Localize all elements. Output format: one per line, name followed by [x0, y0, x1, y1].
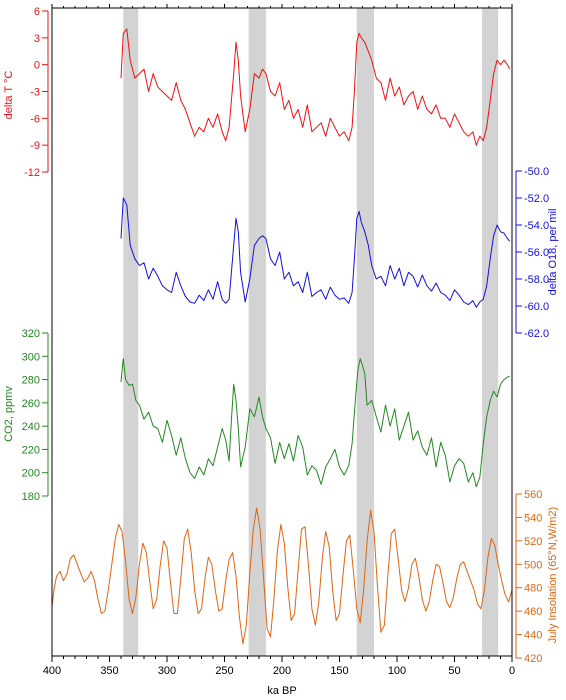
- x-tick-label-2: 300: [158, 665, 176, 677]
- y-tick-label-1-3: -56.0: [524, 247, 549, 259]
- y-tick-label-2-4: 240: [22, 421, 40, 433]
- y-tick-label-3-0: 560: [524, 489, 542, 501]
- x-tick-label-8: 0: [509, 665, 515, 677]
- series-line-1-0: [120, 197, 511, 308]
- y-tick-label-0-0: 6: [34, 6, 40, 18]
- y-tick-label-2-3: 260: [22, 398, 40, 410]
- series-line-2-0: [120, 358, 510, 488]
- y-tick-label-3-7: 420: [524, 653, 542, 665]
- x-tick-label-0: 400: [43, 665, 61, 677]
- y-tick-label-0-6: -12: [24, 167, 40, 179]
- axes-layer: 400 350 300 250 200 150 100 50 0630-3-6-9-12delt…: [3, 4, 559, 677]
- y-axis-label-2: CO2, ppmv: [3, 386, 15, 442]
- series-line-3-0: [51, 507, 513, 645]
- y-tick-label-0-2: 0: [34, 60, 40, 72]
- shaded-band-3: [482, 8, 499, 656]
- y-tick-label-1-6: -62.0: [524, 328, 549, 340]
- y-tick-label-3-4: 480: [524, 583, 542, 595]
- y-tick-label-1-0: -50.0: [524, 166, 549, 178]
- series-line-0-0: [120, 28, 511, 146]
- y-tick-label-1-2: -54.0: [524, 220, 549, 232]
- y-tick-label-2-0: 320: [22, 328, 40, 340]
- y-tick-label-2-6: 200: [22, 468, 40, 480]
- y-tick-label-3-2: 520: [524, 536, 542, 548]
- y-tick-label-1-5: -60.0: [524, 301, 549, 313]
- series-layer: [51, 28, 513, 645]
- x-tick-label-4: 200: [273, 665, 291, 677]
- y-axis-label-0: delta T °C: [3, 71, 15, 120]
- x-tick-label-6: 100: [388, 665, 406, 677]
- shaded-band-1: [248, 8, 266, 656]
- y-axis-label-1: delta O18, per mil: [547, 209, 559, 296]
- shaded-band-2: [356, 8, 374, 656]
- y-tick-label-0-3: -3: [30, 87, 40, 99]
- shaded-band-0: [123, 8, 139, 656]
- y-tick-label-3-1: 540: [524, 512, 542, 524]
- y-tick-label-2-2: 280: [22, 375, 40, 387]
- x-tick-label-7: 50: [448, 665, 460, 677]
- y-tick-label-3-6: 440: [524, 630, 542, 642]
- y-tick-label-0-1: 3: [34, 33, 40, 45]
- plot-frame: [51, 7, 513, 657]
- y-tick-label-1-1: -52.0: [524, 193, 549, 205]
- interglacial-bands: [123, 8, 499, 656]
- y-tick-label-3-3: 500: [524, 559, 542, 571]
- y-tick-label-2-5: 220: [22, 444, 40, 456]
- y-tick-label-0-5: -9: [30, 140, 40, 152]
- y-tick-label-3-5: 460: [524, 606, 542, 618]
- y-axis-label-3: July Insolation (65°N,W/m2): [547, 507, 559, 643]
- x-tick-label-1: 350: [100, 665, 118, 677]
- x-axis-label: ka BP: [267, 685, 296, 697]
- x-tick-label-5: 150: [330, 665, 348, 677]
- y-tick-label-2-7: 180: [22, 491, 40, 503]
- y-tick-label-1-4: -58.0: [524, 274, 549, 286]
- y-tick-label-0-4: -6: [30, 113, 40, 125]
- y-tick-label-2-1: 300: [22, 351, 40, 363]
- x-tick-label-3: 250: [215, 665, 233, 677]
